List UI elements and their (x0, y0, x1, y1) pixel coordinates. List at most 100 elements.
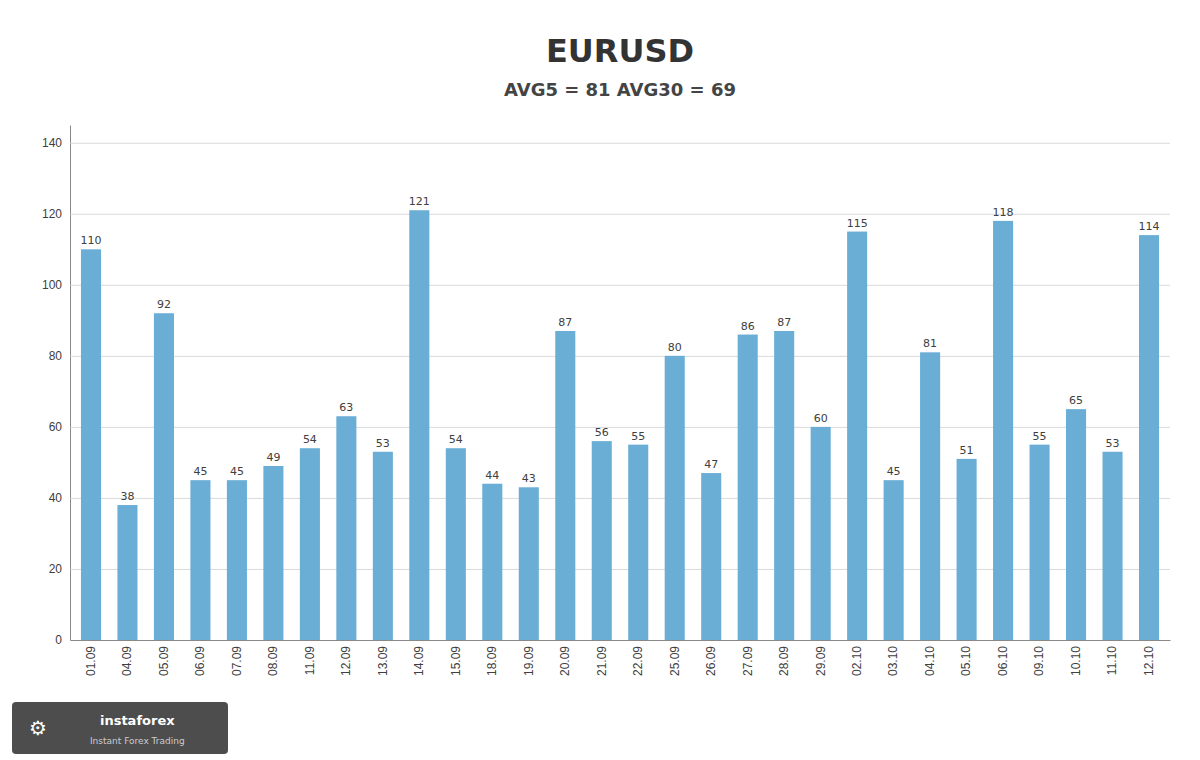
chart-title: EURUSD (546, 32, 694, 70)
data-label: 65 (1069, 394, 1083, 407)
x-tick: 20.09 (558, 646, 572, 676)
x-tick: 13.09 (376, 646, 390, 676)
bar (446, 448, 466, 640)
data-label: 54 (303, 433, 317, 446)
data-label: 87 (558, 316, 572, 329)
x-tick: 26.09 (704, 646, 718, 676)
watermark-tagline: Instant Forex Trading (90, 736, 185, 746)
y-tick-label: 120 (42, 207, 62, 221)
x-tick-label: 11.10 (1105, 646, 1119, 675)
data-label: 86 (741, 320, 755, 333)
data-label: 114 (1139, 220, 1160, 233)
x-tick: 05.10 (959, 646, 973, 676)
bar (555, 331, 575, 640)
x-tick: 05.09 (157, 646, 171, 676)
x-tick: 22.09 (631, 646, 645, 676)
data-label: 121 (409, 195, 430, 208)
x-tick-label: 02.10 (850, 646, 864, 676)
y-tick-label: 80 (49, 349, 63, 363)
data-label: 80 (668, 341, 682, 354)
bar (409, 210, 429, 640)
x-tick-label: 26.09 (704, 646, 718, 676)
bar (665, 356, 685, 640)
x-tick: 09.10 (1032, 646, 1046, 676)
x-tick-label: 29.09 (814, 646, 828, 676)
data-label: 47 (704, 458, 718, 471)
x-tick-label: 27.09 (741, 646, 755, 676)
x-tick-label: 13.09 (376, 646, 390, 676)
bars (81, 210, 1159, 640)
x-tick: 04.10 (923, 646, 937, 676)
data-label: 43 (522, 472, 536, 485)
x-tick: 28.09 (777, 646, 791, 676)
x-tick: 29.09 (814, 646, 828, 676)
x-tick-label: 25.09 (668, 646, 682, 676)
x-tick-label: 28.09 (777, 646, 791, 676)
bar (519, 487, 539, 640)
x-tick-label: 03.10 (886, 646, 900, 676)
x-tick: 12.09 (339, 646, 353, 676)
bar (117, 505, 137, 640)
y-tick-label: 140 (42, 136, 62, 150)
x-tick-label: 15.09 (449, 646, 463, 676)
bar (154, 313, 174, 640)
x-tick-label: 01.09 (84, 646, 98, 676)
x-tick: 06.10 (996, 646, 1010, 676)
bar (957, 459, 977, 640)
x-tick-label: 08.09 (266, 646, 280, 676)
data-label: 51 (960, 444, 974, 457)
y-tick-label: 60 (49, 420, 63, 434)
bar (1103, 452, 1123, 640)
chart-subtitle: AVG5 = 81 AVG30 = 69 (504, 79, 736, 100)
data-label: 63 (339, 401, 353, 414)
bar (701, 473, 721, 640)
chart-svg: EURUSDAVG5 = 81 AVG30 = 6902040608010012… (0, 0, 1200, 760)
x-tick-label: 07.09 (230, 646, 244, 676)
x-tick: 08.09 (266, 646, 280, 676)
bar (1066, 409, 1086, 640)
data-label: 53 (1106, 437, 1120, 450)
x-tick-label: 05.10 (959, 646, 973, 676)
bar (227, 480, 247, 640)
x-tick-label: 11.09 (303, 646, 317, 675)
x-tick: 21.09 (595, 646, 609, 676)
watermark: ⚙instaforexInstant Forex Trading (12, 702, 228, 754)
data-label: 87 (777, 316, 791, 329)
bar (592, 441, 612, 640)
data-label: 81 (923, 337, 937, 350)
x-tick: 15.09 (449, 646, 463, 676)
data-label: 54 (449, 433, 463, 446)
x-tick-label: 22.09 (631, 646, 645, 676)
data-label: 92 (157, 298, 171, 311)
bar (847, 232, 867, 640)
y-tick-label: 40 (49, 491, 63, 505)
bar (482, 484, 502, 640)
bar (993, 221, 1013, 640)
y-tick-label: 0 (55, 633, 62, 647)
watermark-icon: ⚙ (29, 716, 47, 740)
x-tick-label: 21.09 (595, 646, 609, 676)
plot-area: 02040608010012014001.0904.0905.0906.0907… (42, 126, 1171, 677)
data-label: 44 (485, 469, 499, 482)
data-label: 115 (847, 217, 868, 230)
x-axis-line (71, 640, 1171, 641)
data-label: 56 (595, 426, 609, 439)
data-label: 53 (376, 437, 390, 450)
grid-line (70, 640, 1170, 641)
bar (1030, 445, 1050, 640)
x-tick: 11.10 (1105, 646, 1119, 675)
x-tick: 18.09 (485, 646, 499, 676)
bar (811, 427, 831, 640)
watermark-box (12, 702, 228, 754)
x-tick-label: 10.10 (1069, 646, 1083, 676)
x-tick: 19.09 (522, 646, 536, 676)
bar (336, 416, 356, 640)
x-tick: 11.09 (303, 646, 317, 675)
x-tick: 27.09 (741, 646, 755, 676)
bar (628, 445, 648, 640)
x-tick-label: 06.10 (996, 646, 1010, 676)
x-tick: 14.09 (412, 646, 426, 676)
bar (190, 480, 210, 640)
bar (1139, 235, 1159, 640)
x-tick: 02.10 (850, 646, 864, 676)
